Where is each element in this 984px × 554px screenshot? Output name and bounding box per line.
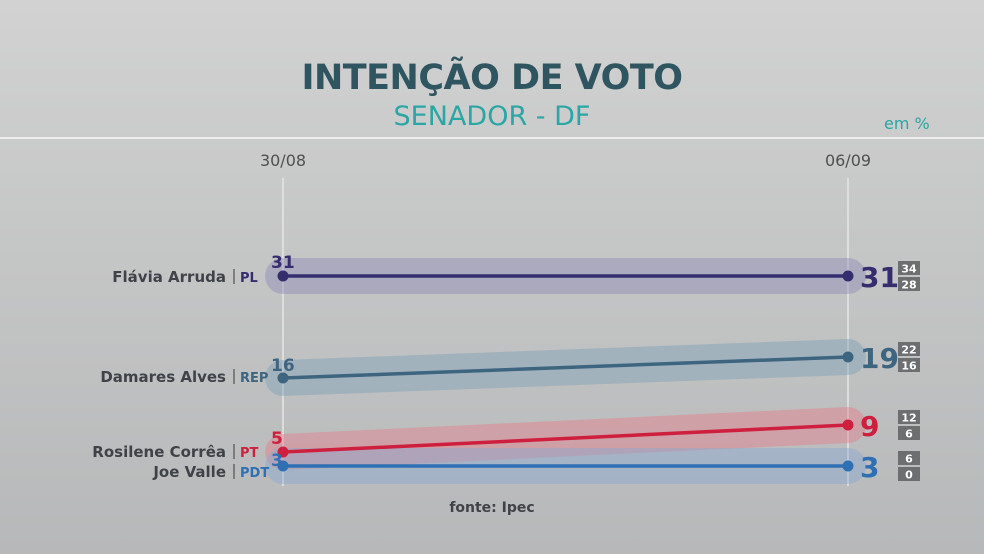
- x-tick-label: 06/09: [825, 151, 871, 170]
- end-value-rosilene-correa: 9: [860, 410, 879, 443]
- end-value-damares-alves: 19: [860, 342, 899, 375]
- range-high-joe-valle: 6: [905, 453, 913, 466]
- point-end-joe-valle: [842, 460, 854, 472]
- range-low-box-damares-alves: [898, 358, 920, 372]
- range-low-rosilene-correa: 6: [905, 428, 913, 441]
- name-label-joe-valle: Joe Valle: [152, 463, 226, 481]
- series-line-damares-alves: [282, 355, 849, 380]
- end-value-joe-valle: 3: [860, 451, 879, 484]
- party-label-rosilene-correa: PT: [240, 446, 259, 461]
- party-label-flavia-arruda: PL: [240, 271, 258, 286]
- start-value-rosilene-correa: 5: [271, 429, 283, 449]
- range-high-box-rosilene-correa: [898, 410, 920, 424]
- start-value-joe-valle: 3: [271, 451, 283, 471]
- range-low-flavia-arruda: 28: [901, 279, 916, 292]
- range-low-box-rosilene-correa: [898, 426, 920, 440]
- series-line-rosilene-correa: [282, 423, 849, 454]
- range-high-box-joe-valle: [898, 451, 920, 465]
- range-low-box-joe-valle: [898, 467, 920, 481]
- start-value-damares-alves: 16: [271, 356, 295, 376]
- point-start-flavia-arruda: [277, 270, 289, 282]
- chart-title: INTENÇÃO DE VOTO: [301, 58, 683, 98]
- range-high-box-flavia-arruda: [898, 261, 920, 275]
- range-low-damares-alves: 16: [901, 360, 917, 373]
- range-high-rosilene-correa: 12: [901, 412, 916, 425]
- range-high-damares-alves: 22: [901, 344, 916, 357]
- end-value-flavia-arruda: 31: [860, 261, 899, 294]
- unit-label: em %: [884, 114, 930, 133]
- point-start-damares-alves: [277, 372, 289, 384]
- range-high-box-damares-alves: [898, 342, 920, 356]
- chart-subtitle: SENADOR - DF: [393, 101, 591, 132]
- point-end-rosilene-correa: [842, 419, 854, 431]
- name-label-damares-alves: Damares Alves: [100, 368, 226, 386]
- point-start-joe-valle: [277, 460, 289, 472]
- point-start-rosilene-correa: [277, 446, 289, 458]
- x-tick-label: 30/08: [260, 151, 306, 170]
- name-label-flavia-arruda: Flávia Arruda: [112, 268, 226, 286]
- point-end-flavia-arruda: [842, 270, 854, 282]
- range-low-joe-valle: 0: [905, 469, 913, 482]
- party-label-damares-alves: REP: [240, 371, 268, 386]
- point-end-damares-alves: [842, 351, 854, 363]
- range-low-box-flavia-arruda: [898, 277, 920, 291]
- source-label: fonte: Ipec: [449, 500, 534, 516]
- name-label-rosilene-correa: Rosilene Corrêa: [92, 443, 226, 461]
- range-high-flavia-arruda: 34: [901, 263, 917, 276]
- start-value-flavia-arruda: 31: [271, 253, 295, 273]
- party-label-joe-valle: PDT: [240, 466, 269, 481]
